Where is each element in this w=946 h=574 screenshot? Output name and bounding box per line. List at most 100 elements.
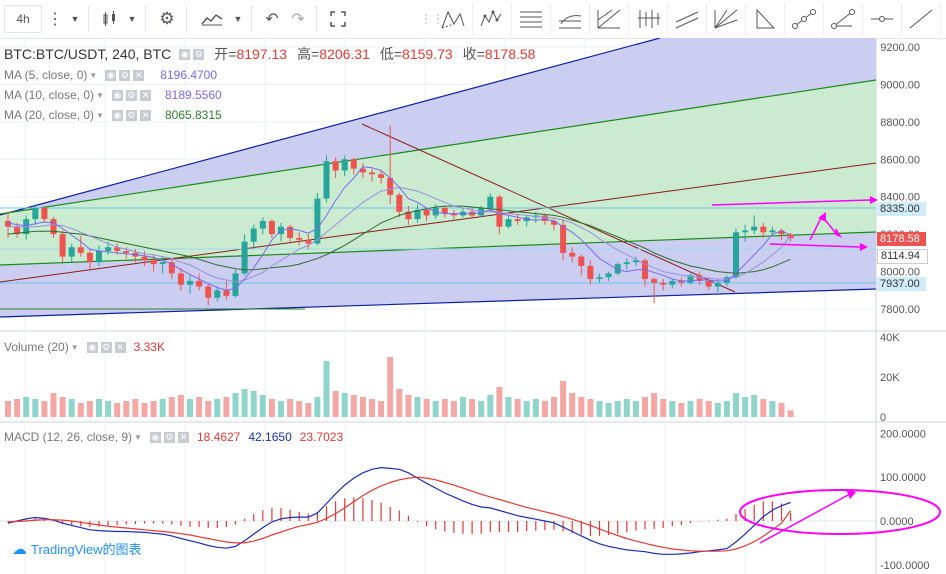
interval-button[interactable]: 4h [4, 5, 42, 33]
eye-icon[interactable]: ◉ [105, 69, 117, 81]
drag-handle-icon[interactable]: ⋮⋮ [420, 12, 444, 26]
candle-body [259, 221, 266, 229]
candle-body [5, 221, 11, 227]
candle-body [441, 207, 448, 214]
candle-body [96, 250, 102, 263]
candle-body [551, 221, 557, 225]
gear-icon[interactable]: ⚙ [163, 431, 175, 443]
candle-body [778, 230, 785, 235]
volume-bar [359, 397, 366, 417]
volume-bar [205, 401, 212, 417]
candle-body [196, 280, 203, 287]
close-icon[interactable]: ✕ [133, 69, 145, 81]
undo-icon[interactable]: ↶ [265, 11, 279, 28]
volume-bar [450, 401, 457, 417]
ma10-label[interactable]: MA (10, close, 0) [4, 88, 95, 102]
volume-bar [232, 393, 239, 417]
ma20-label[interactable]: MA (20, close, 0) [4, 108, 95, 122]
parallel-channel-icon[interactable] [668, 3, 707, 35]
horizontal-ray-icon[interactable] [863, 3, 902, 35]
close-icon[interactable]: ✕ [177, 431, 189, 443]
candle-body [223, 290, 230, 296]
symbol-title[interactable]: BTC:BTC/USDT, 240, BTC [4, 46, 172, 62]
redo-icon[interactable]: ↷ [291, 11, 305, 28]
volume-bar [578, 397, 585, 417]
eye-icon[interactable]: ◉ [86, 341, 98, 353]
trend-angle-icon[interactable] [824, 3, 863, 35]
chevron-down-icon[interactable]: ▼ [70, 342, 79, 352]
candle-body [769, 230, 776, 233]
more-vertical-icon[interactable]: ⋮ [47, 11, 63, 28]
candle-body [751, 226, 758, 231]
bars-icon[interactable] [629, 3, 668, 35]
price-tag-middle: 8114.94 [877, 249, 928, 264]
chevron-down-icon[interactable]: ▼ [70, 14, 80, 24]
eye-icon[interactable]: ◉ [149, 431, 161, 443]
macd-axis-label: 200.0000 [880, 428, 926, 440]
ma20-legend: MA (20, close, 0) ▼ ◉ ⚙ ✕ 8065.8315 [4, 107, 222, 123]
volume-bar [86, 401, 93, 417]
high-value: 8206.31 [319, 46, 370, 62]
chevron-down-icon[interactable]: ▼ [89, 70, 98, 80]
ma20-value: 8065.8315 [164, 108, 222, 122]
gear-icon[interactable]: ⚙ [119, 69, 131, 81]
close-icon[interactable]: ✕ [139, 109, 151, 121]
candle-body [396, 194, 403, 212]
gear-icon[interactable]: ⚙ [159, 9, 175, 28]
chevron-down-icon[interactable]: ▼ [233, 14, 243, 24]
gear-icon[interactable]: ⚙ [193, 48, 205, 60]
fib-fan-icon[interactable] [551, 3, 590, 35]
candle-body [578, 256, 585, 266]
candle-body [614, 264, 621, 274]
volume-bar [723, 401, 730, 417]
gann-fan-icon[interactable] [707, 3, 746, 35]
triangle-icon[interactable] [746, 3, 785, 35]
close-icon[interactable]: ✕ [139, 89, 151, 101]
eye-icon[interactable]: ◉ [179, 48, 191, 60]
fib-lines-icon[interactable] [512, 3, 551, 35]
trend-line-icon[interactable] [902, 3, 941, 35]
open-value: 8197.13 [236, 46, 288, 62]
gear-icon[interactable]: ⚙ [100, 341, 112, 353]
chart-canvas[interactable]: 7800.008000.008200.008400.008600.008800.… [0, 38, 946, 574]
chevron-down-icon[interactable]: ▼ [127, 14, 137, 24]
candle-body [77, 247, 84, 253]
volume-bar [223, 397, 230, 417]
eye-icon[interactable]: ◉ [111, 109, 123, 121]
candle-body [214, 290, 221, 298]
ma5-value: 8196.4700 [160, 68, 218, 82]
volume-bar [705, 401, 712, 417]
volume-bar [314, 397, 321, 417]
indicators-icon[interactable] [195, 6, 229, 32]
volume-bar [5, 401, 11, 417]
close-icon[interactable]: ✕ [114, 341, 126, 353]
volume-bar [651, 393, 658, 417]
chevron-down-icon[interactable]: ▼ [96, 90, 104, 100]
pattern-icon[interactable] [434, 3, 473, 35]
ma5-label[interactable]: MA (5, close, 0) [4, 68, 88, 82]
volume-bar [305, 403, 312, 417]
chevron-down-icon[interactable]: ▼ [96, 110, 104, 120]
annotation-arrow-upper [711, 199, 871, 206]
pitchfork-icon[interactable] [590, 3, 629, 35]
candle-body [742, 230, 749, 233]
toolbar-divider [186, 6, 187, 32]
gear-icon[interactable]: ⚙ [125, 109, 137, 121]
volume-bar [596, 401, 603, 417]
volume-bar [569, 393, 576, 417]
chevron-down-icon[interactable]: ▼ [134, 432, 142, 442]
path-icon[interactable] [785, 3, 824, 35]
fullscreen-icon[interactable] [325, 6, 351, 32]
volume-bar [623, 399, 630, 417]
volume-bar [669, 401, 676, 417]
gear-icon[interactable]: ⚙ [125, 89, 137, 101]
elliott-icon[interactable] [473, 3, 512, 35]
eye-icon[interactable]: ◉ [111, 89, 123, 101]
candles-icon[interactable] [97, 6, 123, 32]
volume-label[interactable]: Volume (20) [4, 340, 69, 354]
macd-label[interactable]: MACD (12, 26, close, 9) [4, 430, 133, 444]
candle-body [369, 172, 375, 175]
volume-bar [23, 397, 30, 417]
tradingview-watermark[interactable]: ☁ TradingView的图表 [12, 539, 142, 558]
candle-body [86, 252, 93, 263]
